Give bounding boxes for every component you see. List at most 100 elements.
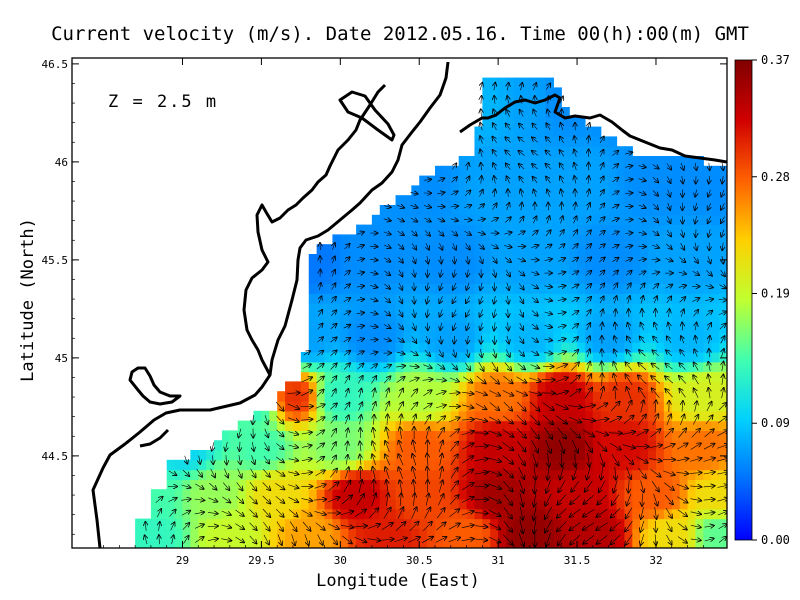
velocity-cell xyxy=(679,273,689,284)
velocity-cell xyxy=(663,381,673,392)
velocity-cell xyxy=(624,459,633,471)
velocity-cell xyxy=(482,401,491,412)
velocity-arrow xyxy=(558,439,564,453)
velocity-arrow xyxy=(412,415,415,425)
velocity-cell xyxy=(229,489,239,500)
velocity-cell xyxy=(490,156,499,167)
velocity-arrow xyxy=(301,472,313,474)
velocity-arrow xyxy=(517,401,525,411)
velocity-arrow xyxy=(531,337,538,343)
velocity-arrow xyxy=(533,177,538,183)
velocity-cell xyxy=(671,224,681,235)
velocity-cell xyxy=(545,263,554,275)
velocity-cell xyxy=(340,479,349,490)
velocity-cell xyxy=(403,195,412,206)
velocity-arrow xyxy=(587,203,590,211)
velocity-cell xyxy=(695,244,704,255)
velocity-arrow xyxy=(315,522,325,530)
velocity-cell xyxy=(371,420,381,431)
velocity-cell xyxy=(719,322,727,333)
velocity-arrow xyxy=(492,256,496,263)
velocity-cell xyxy=(513,450,523,461)
velocity-cell xyxy=(624,381,633,392)
velocity-cell xyxy=(679,165,689,177)
velocity-arrow xyxy=(208,497,217,502)
velocity-cell xyxy=(600,312,610,324)
velocity-cell xyxy=(332,361,341,373)
velocity-arrow xyxy=(708,256,711,263)
velocity-cell xyxy=(332,342,341,353)
velocity-arrow xyxy=(427,256,428,263)
velocity-arrow xyxy=(598,231,605,236)
velocity-arrow xyxy=(585,230,591,237)
velocity-cell xyxy=(340,303,349,314)
velocity-cell xyxy=(363,322,373,333)
velocity-cell xyxy=(427,332,436,343)
velocity-cell xyxy=(584,205,594,216)
velocity-cell xyxy=(458,361,468,373)
velocity-cell xyxy=(316,489,326,500)
velocity-cell xyxy=(403,283,412,294)
velocity-arrow xyxy=(546,151,552,156)
velocity-arrow xyxy=(638,375,647,385)
velocity-cell xyxy=(411,273,420,284)
velocity-cell xyxy=(703,342,712,353)
velocity-cell xyxy=(569,175,578,186)
velocity-cell xyxy=(695,156,704,167)
velocity-cell xyxy=(285,450,294,461)
velocity-arrow xyxy=(346,442,347,452)
velocity-arrow xyxy=(159,535,160,545)
velocity-cell xyxy=(592,352,602,363)
velocity-cell xyxy=(198,459,207,471)
velocity-arrow xyxy=(599,204,605,210)
velocity-cell xyxy=(592,322,602,333)
velocity-cell xyxy=(182,528,191,539)
velocity-arrow xyxy=(703,486,715,487)
velocity-cell xyxy=(166,459,176,471)
velocity-cell xyxy=(632,538,641,548)
velocity-arrow xyxy=(466,282,469,290)
velocity-cell xyxy=(198,538,207,548)
velocity-cell xyxy=(332,420,341,431)
velocity-cell xyxy=(624,254,633,265)
velocity-arrow xyxy=(422,522,432,532)
velocity-arrow xyxy=(414,309,415,317)
velocity-arrow xyxy=(370,312,377,314)
velocity-cell xyxy=(648,391,657,402)
velocity-cell xyxy=(442,430,452,441)
velocity-cell xyxy=(513,538,523,548)
velocity-cell xyxy=(387,263,397,275)
velocity-cell xyxy=(663,391,673,402)
velocity-cell xyxy=(474,410,483,422)
velocity-cell xyxy=(458,185,468,196)
velocity-cell xyxy=(442,420,452,431)
velocity-cell xyxy=(703,391,712,402)
velocity-cell xyxy=(608,381,618,392)
velocity-cell xyxy=(695,420,704,431)
velocity-arrow xyxy=(400,414,402,426)
velocity-cell xyxy=(537,401,547,412)
velocity-cell xyxy=(561,205,570,216)
velocity-arrow xyxy=(344,376,350,384)
velocity-cell xyxy=(506,175,515,186)
velocity-arrow xyxy=(600,296,604,304)
velocity-cell xyxy=(719,165,727,177)
velocity-arrow xyxy=(516,427,526,438)
velocity-cell xyxy=(356,391,365,402)
velocity-cell xyxy=(671,254,681,265)
velocity-cell xyxy=(545,165,554,177)
velocity-cell xyxy=(663,508,673,520)
velocity-arrow xyxy=(356,339,364,341)
velocity-cell xyxy=(584,440,594,451)
velocity-cell xyxy=(356,361,365,373)
velocity-cell xyxy=(671,263,681,275)
velocity-arrow xyxy=(453,349,455,356)
velocity-cell xyxy=(490,116,499,128)
velocity-arrow xyxy=(454,335,455,344)
velocity-cell xyxy=(537,508,547,520)
vector-arrows xyxy=(145,83,727,547)
velocity-cell xyxy=(569,489,578,500)
velocity-cell xyxy=(632,508,641,520)
velocity-arrow xyxy=(170,522,175,531)
velocity-cell xyxy=(553,430,562,441)
